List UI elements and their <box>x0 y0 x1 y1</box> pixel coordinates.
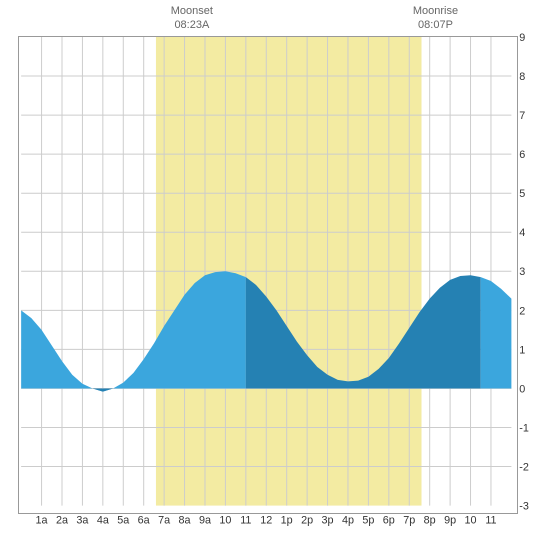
y-tick-label: -2 <box>519 461 529 473</box>
y-tick-label: 4 <box>519 227 525 239</box>
y-tick-label: 5 <box>519 188 525 200</box>
x-tick-label: 11 <box>240 514 251 526</box>
moonrise-time: 08:07P <box>418 19 453 31</box>
x-tick-label: 8p <box>424 514 436 526</box>
y-tick-label: -1 <box>519 422 529 434</box>
chart-svg: -3-2-101234567891a2a3a4a5a6a7a8a9a101112… <box>19 37 547 543</box>
tide-neg <box>93 388 113 391</box>
x-tick-label: 2p <box>301 514 313 526</box>
x-tick-label: 11 <box>485 514 496 526</box>
moonset-title: Moonset <box>171 5 213 17</box>
y-tick-label: 3 <box>519 266 525 278</box>
moonrise-title: Moonrise <box>413 5 458 17</box>
x-tick-label: 1p <box>281 514 293 526</box>
x-tick-label: 9a <box>199 514 212 526</box>
x-tick-label: 8a <box>179 514 192 526</box>
y-tick-label: -3 <box>519 501 529 513</box>
moonset-time: 08:23A <box>174 19 209 31</box>
tide-chart: Moonset 08:23A Moonrise 08:07P -3-2-1012… <box>0 0 550 550</box>
y-tick-label: 1 <box>519 344 525 356</box>
x-tick-label: 3p <box>322 514 334 526</box>
x-tick-label: 9p <box>444 514 456 526</box>
y-tick-label: 6 <box>519 149 525 161</box>
x-tick-label: 10 <box>465 514 477 526</box>
x-tick-label: 3a <box>76 514 89 526</box>
x-tick-label: 4p <box>342 514 354 526</box>
x-tick-label: 7a <box>158 514 171 526</box>
y-tick-label: 0 <box>519 383 525 395</box>
plot-area: -3-2-101234567891a2a3a4a5a6a7a8a9a101112… <box>18 36 518 514</box>
y-tick-label: 2 <box>519 305 525 317</box>
moonset-label: Moonset 08:23A <box>162 4 222 33</box>
x-tick-label: 1a <box>36 514 49 526</box>
x-tick-label: 10 <box>219 514 231 526</box>
y-tick-label: 8 <box>519 71 525 83</box>
moonrise-label: Moonrise 08:07P <box>405 4 465 33</box>
x-tick-label: 4a <box>97 514 110 526</box>
y-tick-label: 7 <box>519 110 525 122</box>
tide-area <box>21 271 246 391</box>
x-tick-label: 5p <box>362 514 374 526</box>
x-tick-label: 12 <box>260 514 272 526</box>
x-tick-label: 2a <box>56 514 69 526</box>
x-tick-label: 7p <box>403 514 415 526</box>
x-tick-label: 6a <box>138 514 151 526</box>
tide-area <box>481 277 512 388</box>
y-tick-label: 9 <box>519 32 525 44</box>
x-tick-label: 6p <box>383 514 395 526</box>
x-tick-label: 5a <box>117 514 130 526</box>
